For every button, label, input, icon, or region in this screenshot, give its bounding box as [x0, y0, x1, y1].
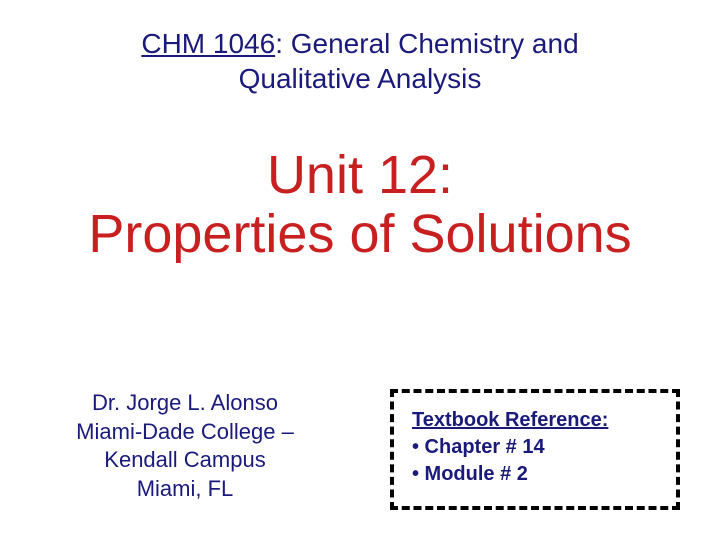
reference-chapter: • Chapter # 14: [412, 434, 658, 461]
instructor-name: Dr. Jorge L. Alonso: [40, 389, 330, 418]
unit-title: Unit 12: Properties of Solutions: [40, 146, 680, 265]
textbook-reference-box: Textbook Reference: • Chapter # 14 • Mod…: [390, 389, 680, 510]
course-code: CHM 1046: [141, 28, 275, 59]
instructor-institution: Miami-Dade College –: [40, 418, 330, 447]
course-name-line1: : General Chemistry and: [275, 28, 578, 59]
course-header: CHM 1046: General Chemistry and Qualitat…: [40, 26, 680, 96]
reference-module: • Module # 2: [412, 461, 658, 488]
instructor-block: Dr. Jorge L. Alonso Miami-Dade College –…: [40, 389, 330, 503]
reference-title: Textbook Reference:: [412, 407, 658, 434]
course-name-line2: Qualitative Analysis: [239, 63, 482, 94]
slide: CHM 1046: General Chemistry and Qualitat…: [0, 0, 720, 540]
unit-number: Unit 12:: [267, 145, 453, 205]
unit-subtitle: Properties of Solutions: [88, 204, 631, 264]
instructor-location: Miami, FL: [40, 475, 330, 504]
instructor-campus: Kendall Campus: [40, 446, 330, 475]
footer-row: Dr. Jorge L. Alonso Miami-Dade College –…: [40, 389, 680, 510]
